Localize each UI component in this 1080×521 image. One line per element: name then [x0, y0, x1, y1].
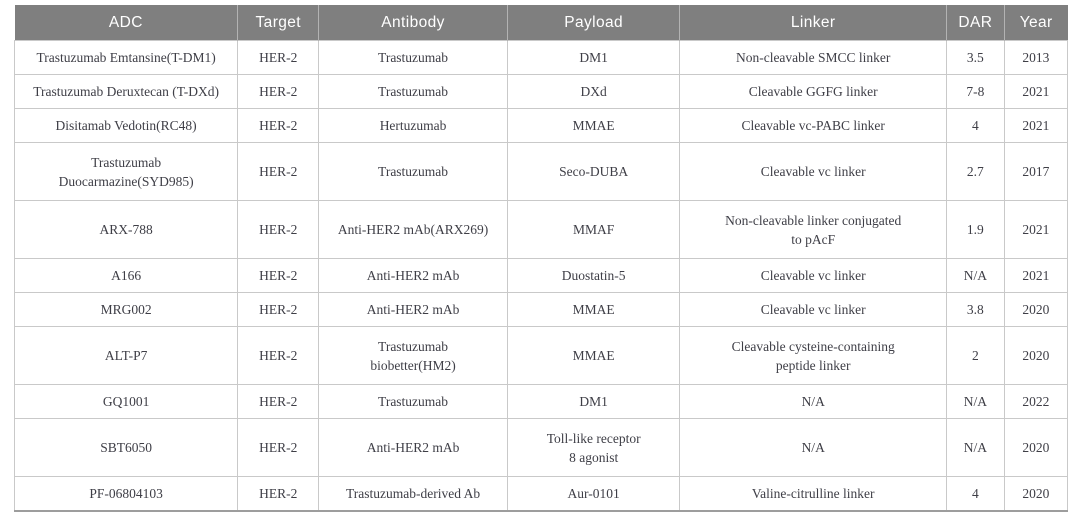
- table-cell: HER-2: [237, 384, 320, 419]
- table-cell: MRG002: [13, 292, 239, 327]
- table-cell: 2013: [1003, 40, 1069, 75]
- table-cell: HER-2: [237, 74, 320, 109]
- table-cell: 1.9: [945, 200, 1005, 259]
- table-cell: 4: [945, 476, 1005, 511]
- column-header-antibody: Antibody: [318, 5, 508, 41]
- table-cell: DM1: [506, 40, 681, 75]
- table-cell: MMAE: [506, 292, 681, 327]
- table-cell: 2017: [1003, 142, 1069, 201]
- table-cell: HER-2: [237, 292, 320, 327]
- table-cell: 2.7: [945, 142, 1005, 201]
- table-cell: HER-2: [237, 40, 320, 75]
- column-header-payload: Payload: [506, 5, 680, 41]
- table-cell: 2021: [1003, 200, 1069, 259]
- table-cell: N/A: [679, 418, 947, 477]
- table-cell: 2020: [1003, 292, 1069, 327]
- table-cell: Cleavable vc linker: [679, 292, 947, 327]
- table-cell: 2020: [1003, 418, 1069, 477]
- table-cell: ARX-788: [13, 200, 239, 259]
- table-cell: N/A: [679, 384, 947, 419]
- table-header-row: ADC Target Antibody Payload Linker DAR Y…: [14, 5, 1068, 41]
- table-row: GQ1001 HER-2 Trastuzumab DM1 N/A N/A 2022: [13, 384, 1069, 419]
- column-header-linker: Linker: [679, 5, 947, 41]
- table-cell: HER-2: [237, 142, 320, 201]
- column-header-target: Target: [237, 5, 319, 41]
- table-cell: Toll-like receptor 8 agonist: [506, 418, 681, 477]
- table-row: Trastuzumab Deruxtecan (T-DXd) HER-2 Trast…: [13, 74, 1069, 109]
- table-row: ARX-788 HER-2 Anti-HER2 mAb(ARX269) MMAF Non…: [13, 200, 1069, 259]
- table-row: MRG002 HER-2 Anti-HER2 mAb MMAE Cleavable vc…: [13, 292, 1069, 327]
- table-cell: N/A: [945, 258, 1005, 293]
- table-cell: GQ1001: [13, 384, 239, 419]
- table-row: ALT-P7 HER-2 Trastuzumab biobetter(HM2) MMA…: [13, 326, 1069, 385]
- column-header-year: Year: [1003, 5, 1068, 41]
- table-cell: 2020: [1003, 476, 1069, 511]
- table-cell: 2021: [1003, 74, 1069, 109]
- table-cell: 2020: [1003, 326, 1069, 385]
- table-cell: Cleavable vc linker: [679, 142, 947, 201]
- table-cell: HER-2: [237, 258, 320, 293]
- table-cell: Trastuzumab Duocarmazine(SYD985): [13, 142, 239, 201]
- table-cell: HER-2: [237, 326, 320, 385]
- table-row: A166 HER-2 Anti-HER2 mAb Duostatin-5 Cleavab…: [13, 258, 1069, 293]
- table-cell: PF-06804103: [13, 476, 239, 511]
- table-cell: Anti-HER2 mAb(ARX269): [318, 200, 508, 259]
- table-cell: 3.5: [945, 40, 1005, 75]
- table-cell: Trastuzumab Emtansine(T-DM1): [13, 40, 239, 75]
- table-cell: SBT6050: [13, 418, 239, 477]
- adc-table: ADC Target Antibody Payload Linker DAR Y…: [13, 5, 1069, 512]
- table-row: Trastuzumab Emtansine(T-DM1) HER-2 Trastuz…: [13, 40, 1069, 75]
- table-cell: Valine-citrulline linker: [679, 476, 947, 511]
- table-cell: 2022: [1003, 384, 1069, 419]
- table-cell: MMAE: [506, 326, 681, 385]
- table-cell: Cleavable cysteine-containing peptide li…: [679, 326, 947, 385]
- table-cell: Hertuzumab: [318, 108, 508, 143]
- adc-table-container: ADC Target Antibody Payload Linker DAR Y…: [13, 5, 1069, 512]
- table-row: SBT6050 HER-2 Anti-HER2 mAb Toll-like recep…: [13, 418, 1069, 477]
- table-cell: HER-2: [237, 200, 320, 259]
- table-cell: 2021: [1003, 108, 1069, 143]
- table-cell: A166: [13, 258, 239, 293]
- table-cell: Trastuzumab: [318, 40, 508, 75]
- table-cell: Seco-DUBA: [506, 142, 681, 201]
- table-cell: Trastuzumab: [318, 142, 508, 201]
- table-row: PF-06804103 HER-2 Trastuzumab-derived Ab Au…: [13, 476, 1069, 511]
- column-header-adc: ADC: [14, 5, 238, 41]
- table-cell: HER-2: [237, 476, 320, 511]
- table-cell: DM1: [506, 384, 681, 419]
- table-cell: Non-cleavable SMCC linker: [679, 40, 947, 75]
- table-cell: N/A: [945, 384, 1005, 419]
- table-cell: Trastuzumab: [318, 384, 508, 419]
- table-cell: Disitamab Vedotin(RC48): [13, 108, 239, 143]
- table-cell: 2021: [1003, 258, 1069, 293]
- table-cell: Trastuzumab Deruxtecan (T-DXd): [13, 74, 239, 109]
- table-cell: HER-2: [237, 108, 320, 143]
- table-cell: MMAF: [506, 200, 681, 259]
- table-cell: Non-cleavable linker conjugated to pAcF: [679, 200, 947, 259]
- table-cell: Anti-HER2 mAb: [318, 292, 508, 327]
- table-cell: Aur-0101: [506, 476, 681, 511]
- table-cell: 7-8: [945, 74, 1005, 109]
- table-cell: N/A: [945, 418, 1005, 477]
- table-cell: 3.8: [945, 292, 1005, 327]
- table-cell: Cleavable vc-PABC linker: [679, 108, 947, 143]
- table-cell: 4: [945, 108, 1005, 143]
- column-header-dar: DAR: [945, 5, 1005, 41]
- table-cell: ALT-P7: [13, 326, 239, 385]
- table-cell: MMAE: [506, 108, 681, 143]
- table-cell: Cleavable GGFG linker: [679, 74, 947, 109]
- table-row: Disitamab Vedotin(RC48) HER-2 Hertuzumab MM…: [13, 108, 1069, 143]
- table-cell: Trastuzumab-derived Ab: [318, 476, 508, 511]
- table-cell: HER-2: [237, 418, 320, 477]
- table-row: Trastuzumab Duocarmazine(SYD985) HER-2 Tra…: [13, 142, 1069, 201]
- table-cell: DXd: [506, 74, 681, 109]
- table-cell: Anti-HER2 mAb: [318, 258, 508, 293]
- table-cell: Trastuzumab: [318, 74, 508, 109]
- table-cell: Trastuzumab biobetter(HM2): [318, 326, 508, 385]
- table-cell: Anti-HER2 mAb: [318, 418, 508, 477]
- table-cell: Cleavable vc linker: [679, 258, 947, 293]
- table-cell: Duostatin-5: [506, 258, 681, 293]
- table-cell: 2: [945, 326, 1005, 385]
